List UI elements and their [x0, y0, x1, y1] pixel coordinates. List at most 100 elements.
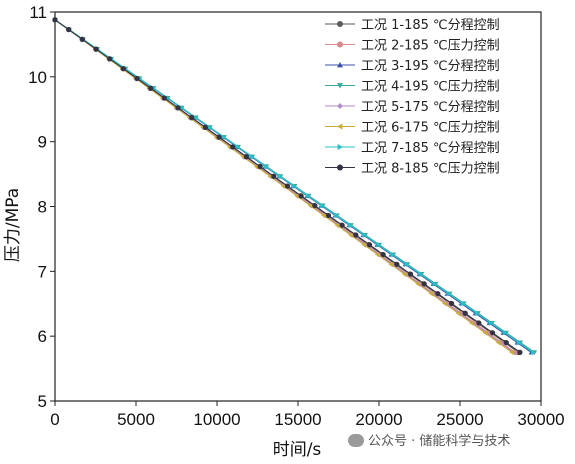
data-point [376, 242, 381, 248]
data-point [390, 251, 395, 258]
legend-marker [337, 164, 343, 171]
data-point [319, 203, 325, 209]
data-point [394, 261, 400, 267]
data-point [489, 330, 496, 336]
legend-marker [337, 83, 343, 89]
data-point [361, 242, 367, 248]
legend-entry: 工况 2-185 ℃压力控制 [325, 39, 500, 54]
data-point [66, 26, 72, 33]
data-point [93, 46, 99, 52]
data-point [446, 291, 452, 297]
data-point [175, 105, 181, 111]
data-point [516, 339, 522, 346]
data-point [488, 320, 494, 326]
data-point [404, 261, 409, 267]
legend-entry: 工况 6-175 ℃压力控制 [325, 121, 500, 136]
data-point [442, 300, 447, 307]
legend-label: 工况 6-175 ℃压力控制 [361, 121, 500, 136]
data-point [435, 291, 441, 297]
series-8 [52, 17, 523, 355]
series-layer [52, 17, 538, 355]
legend-label: 工况 1-185 ℃分程控制 [361, 18, 500, 33]
legend-marker [337, 62, 343, 68]
data-point [161, 95, 167, 101]
legend-marker [337, 123, 343, 130]
data-point [294, 193, 299, 199]
y-tick-label: 10 [28, 68, 47, 87]
data-point [530, 349, 536, 355]
data-point [432, 281, 438, 287]
data-point [235, 144, 241, 150]
data-point [415, 281, 420, 287]
legend-label: 工况 7-185 ℃分程控制 [361, 141, 500, 156]
data-point [257, 163, 263, 170]
data-point [325, 212, 332, 219]
data-point [221, 134, 227, 140]
legend-label: 工况 3-195 ℃分程控制 [361, 59, 500, 74]
data-point [321, 212, 326, 219]
legend-label: 工况 4-195 ℃压力控制 [361, 80, 500, 95]
data-point [476, 320, 482, 326]
data-point [284, 183, 291, 189]
data-point [503, 339, 509, 346]
data-point [230, 144, 236, 150]
data-point [207, 124, 213, 130]
x-tick-label: 10000 [193, 410, 240, 429]
data-point [107, 56, 113, 62]
legend-entry: 工况 7-185 ℃分程控制 [325, 141, 500, 156]
data-point [407, 271, 414, 277]
legend-entry: 工况 4-195 ℃压力控制 [325, 80, 500, 95]
y-axis-title: 压力/MPa [3, 188, 23, 262]
legend-marker [337, 41, 343, 48]
data-point [366, 242, 373, 248]
data-point [374, 251, 380, 258]
data-point [120, 66, 126, 72]
data-point [401, 271, 407, 277]
data-point [148, 85, 154, 91]
legend-entry: 工况 8-185 ℃压力控制 [325, 162, 500, 177]
watermark-text: 公众号 · 储能科学与技术 [368, 434, 511, 449]
x-tick-label: 20000 [355, 410, 402, 429]
data-point [474, 310, 480, 316]
y-tick-label: 11 [29, 3, 47, 22]
data-point [79, 36, 85, 42]
data-point [353, 232, 359, 238]
x-tick-label: 15000 [274, 410, 321, 429]
data-point [193, 115, 199, 121]
data-point [312, 203, 318, 209]
x-tick-label: 5000 [117, 410, 155, 429]
data-point [517, 349, 523, 355]
y-tick-label: 7 [38, 262, 47, 281]
legend-marker [337, 144, 343, 150]
legend-label: 工况 2-185 ℃压力控制 [361, 39, 500, 54]
legend-marker [337, 21, 343, 27]
data-point [271, 173, 277, 179]
data-point [348, 232, 353, 238]
axes: 0 5000 10000 15000 20000 25000 30000 5 6 7 8 9 10 11 [28, 3, 565, 429]
y-tick-label: 9 [38, 133, 47, 152]
data-point [249, 154, 255, 160]
data-point [495, 339, 501, 346]
data-point [421, 281, 427, 287]
data-point [202, 124, 209, 130]
legend-entry: 工况 1-185 ℃分程控制 [325, 18, 500, 33]
x-tick-label: 0 [50, 410, 59, 429]
data-point [263, 163, 269, 170]
data-point [448, 300, 455, 307]
data-point [455, 310, 461, 316]
legend-entry: 工况 3-195 ℃分程控制 [325, 59, 500, 74]
data-point [348, 222, 353, 228]
data-point [307, 203, 313, 209]
data-point [216, 134, 222, 140]
data-point [339, 222, 345, 228]
watermark: 公众号 · 储能科学与技术 [348, 430, 510, 449]
data-point [52, 17, 58, 23]
legend-entry: 工况 5-175 ℃分程控制 [325, 100, 500, 115]
data-point [267, 173, 273, 179]
data-point [189, 115, 195, 121]
data-point [362, 232, 367, 238]
legend-label: 工况 8-185 ℃压力控制 [361, 162, 500, 177]
data-point [134, 75, 140, 82]
data-point [280, 183, 286, 189]
